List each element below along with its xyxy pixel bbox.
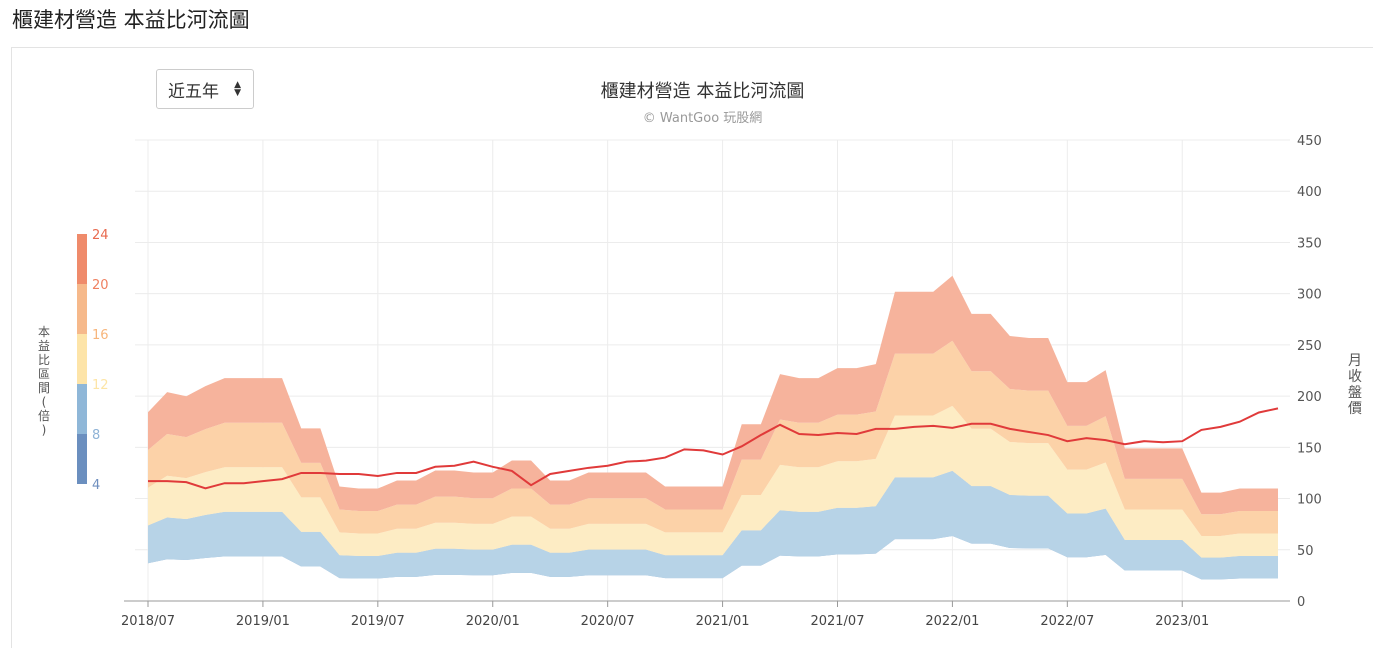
- legend-title-char: 本: [38, 325, 50, 339]
- y-tick-label: 50: [1297, 544, 1314, 559]
- x-tick-label: 2020/01: [466, 614, 520, 629]
- y-tick-label: 200: [1297, 390, 1322, 405]
- y-tick-label: 250: [1297, 339, 1322, 354]
- y-tick-label: 350: [1297, 236, 1322, 251]
- x-tick-label: 2021/07: [810, 614, 864, 629]
- pe-band-3: [148, 405, 1278, 558]
- legend-swatch: [77, 334, 87, 384]
- pe-band-4: [148, 340, 1278, 536]
- legend-level-label: 4: [92, 478, 100, 493]
- x-tick-label: 2018/07: [121, 614, 175, 629]
- legend-title-char: 間: [38, 381, 50, 395]
- y-tick-label: 450: [1297, 134, 1322, 149]
- page-title: 櫃建材營造 本益比河流圖: [12, 8, 250, 32]
- legend-swatch: [77, 384, 87, 434]
- price-line: [148, 407, 1279, 490]
- legend-level-label: 20: [92, 278, 109, 293]
- legend-title-char: ): [42, 423, 47, 437]
- x-tick-label: 2023/01: [1155, 614, 1209, 629]
- x-tick-label: 2022/07: [1040, 614, 1094, 629]
- y-tick-label: 0: [1297, 595, 1305, 610]
- legend-title-char: 益: [38, 339, 50, 353]
- y-tick-label: 300: [1297, 288, 1322, 303]
- y-tick-label: 400: [1297, 185, 1322, 200]
- y-axis-label-char: 價: [1348, 400, 1362, 417]
- x-tick-label: 2020/07: [581, 614, 635, 629]
- range-select[interactable]: 近五年 ▲ ▼: [156, 69, 254, 109]
- y-axis-label-char: 盤: [1348, 385, 1362, 401]
- y-tick-label: 150: [1297, 441, 1322, 456]
- legend-title-char: 區: [38, 367, 50, 381]
- pe-band-2: [148, 470, 1278, 580]
- legend-swatch: [77, 284, 87, 334]
- x-tick-label: 2021/01: [696, 614, 750, 629]
- sort-caret-icon: ▲ ▼: [234, 80, 241, 98]
- pe-band-5: [148, 275, 1278, 515]
- legend-level-label: 12: [92, 378, 109, 393]
- legend-title-char: (: [42, 395, 47, 409]
- x-tick-label: 2019/07: [351, 614, 405, 629]
- x-tick-label: 2019/01: [236, 614, 290, 629]
- legend-title-char: 比: [38, 353, 50, 367]
- chart-panel: [11, 47, 1373, 648]
- y-tick-label: 100: [1297, 493, 1322, 508]
- legend-swatch: [77, 234, 87, 284]
- legend-level-label: 8: [92, 428, 100, 443]
- range-select-value: 近五年: [168, 81, 219, 102]
- legend-swatch: [77, 434, 87, 484]
- x-tick-label: 2022/01: [925, 614, 979, 629]
- y-axis-label-char: 月: [1348, 353, 1362, 369]
- legend-title-char: 倍: [38, 408, 50, 423]
- y-axis-label-char: 收: [1348, 369, 1362, 385]
- legend-level-label: 24: [92, 228, 109, 243]
- chart-title: 櫃建材營造 本益比河流圖: [600, 81, 805, 102]
- chart-credit: © WantGoo 玩股網: [642, 111, 763, 126]
- legend-level-label: 16: [92, 328, 109, 343]
